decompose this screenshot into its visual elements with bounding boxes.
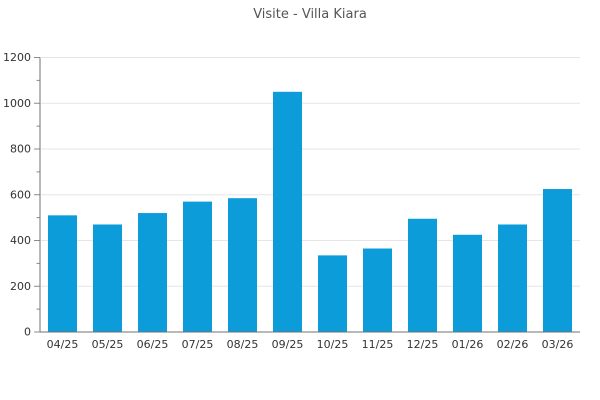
x-tick-label: 08/25 [227,338,259,351]
y-tick-label: 400 [10,234,31,247]
bar [228,198,257,332]
bar [363,248,392,332]
x-tick-label: 09/25 [272,338,304,351]
x-tick-label: 07/25 [182,338,214,351]
chart-title: Visite - Villa Kiara [253,7,367,22]
x-tick-label: 11/25 [362,338,394,351]
bar [138,213,167,332]
bar [318,255,347,332]
x-tick-label: 12/25 [407,338,439,351]
y-tick-label: 1200 [3,51,31,64]
bar [48,215,77,332]
y-tick-label: 1000 [3,97,31,110]
bar [273,91,302,332]
x-tick-label: 10/25 [317,338,349,351]
x-tick-label: 01/26 [452,338,484,351]
bar [93,224,122,332]
x-tick-label: 02/26 [497,338,529,351]
y-tick-label: 800 [10,143,31,156]
bar [543,189,572,332]
bar [453,234,482,332]
bar [408,218,437,332]
x-tick-label: 03/26 [542,338,574,351]
bar [183,201,212,332]
x-tick-label: 05/25 [92,338,124,351]
x-tick-label: 06/25 [137,338,169,351]
x-tick-label: 04/25 [47,338,79,351]
y-tick-label: 600 [10,188,31,201]
y-tick-label: 0 [24,326,31,339]
y-tick-label: 200 [10,280,31,293]
bar [498,224,527,332]
